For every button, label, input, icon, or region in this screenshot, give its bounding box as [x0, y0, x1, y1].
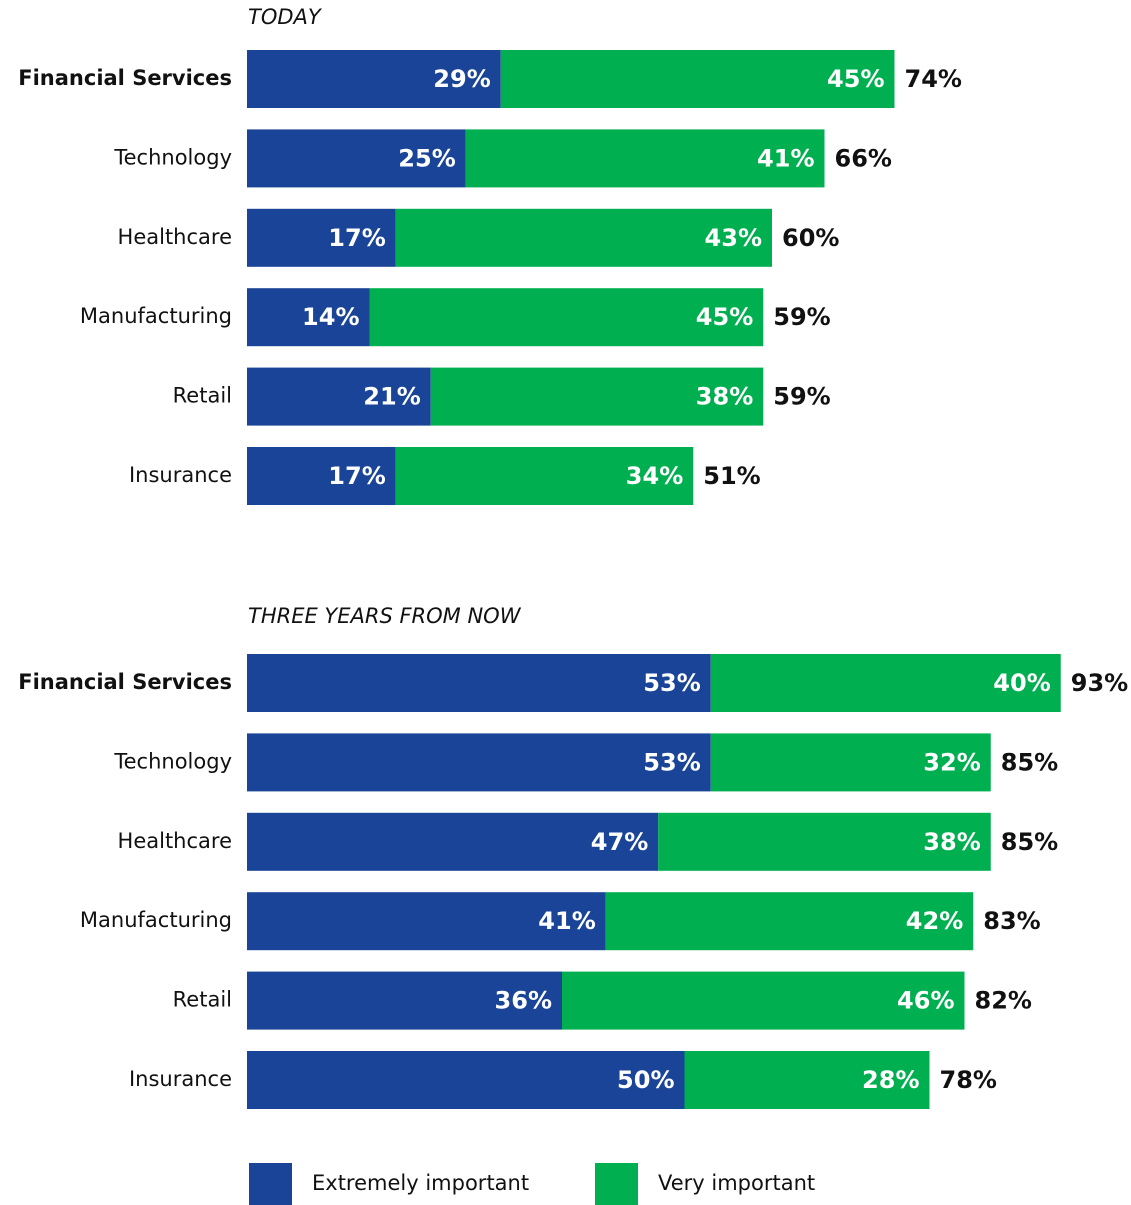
value-label: 17%: [328, 462, 385, 490]
total-label: 82%: [975, 987, 1032, 1015]
bar-segment: [247, 654, 711, 712]
total-label: 85%: [1001, 828, 1058, 856]
value-label: 41%: [757, 144, 814, 172]
bar-segment: [247, 288, 370, 347]
total-label: 74%: [905, 65, 962, 93]
total-label: 60%: [782, 224, 839, 252]
bar-segment: [605, 892, 974, 951]
value-label: 42%: [906, 907, 963, 935]
total-label: 51%: [703, 462, 760, 490]
total-label: 85%: [1001, 748, 1058, 776]
legend-swatch: [249, 1163, 292, 1205]
category-label: Insurance: [129, 1067, 232, 1091]
category-label: Retail: [173, 384, 232, 408]
category-label: Financial Services: [18, 670, 232, 694]
value-label: 38%: [696, 383, 753, 411]
value-label: 53%: [643, 669, 700, 697]
legend-swatch: [595, 1163, 638, 1205]
bar-segment: [247, 208, 396, 267]
chart-title: TODAY: [248, 5, 323, 29]
bar-segment: [500, 50, 895, 108]
total-label: 83%: [983, 907, 1040, 935]
total-label: 93%: [1071, 669, 1128, 697]
value-label: 47%: [591, 828, 648, 856]
total-label: 66%: [835, 144, 892, 172]
category-label: Healthcare: [118, 225, 232, 249]
value-label: 46%: [897, 987, 954, 1015]
category-label: Retail: [173, 988, 232, 1012]
value-label: 32%: [923, 748, 980, 776]
value-label: 14%: [302, 303, 359, 331]
value-label: 50%: [617, 1066, 674, 1094]
bar-segment: [430, 367, 764, 426]
legend-label: Extremely important: [312, 1171, 529, 1195]
category-label: Healthcare: [118, 829, 232, 853]
total-label: 59%: [773, 383, 830, 411]
chart-title: THREE YEARS FROM NOW: [248, 604, 522, 628]
value-label: 28%: [862, 1066, 919, 1094]
bar-segment: [395, 447, 694, 505]
total-label: 78%: [940, 1066, 997, 1094]
value-label: 38%: [923, 828, 980, 856]
bar-segment: [247, 129, 466, 188]
bar-segment: [247, 50, 501, 108]
bar-segment: [247, 812, 659, 871]
total-label: 59%: [773, 303, 830, 331]
bar-segment: [710, 733, 991, 792]
bar-segment: [710, 654, 1061, 712]
bar-segment: [247, 367, 431, 426]
bar-segment: [369, 288, 764, 347]
value-label: 29%: [433, 65, 490, 93]
category-label: Financial Services: [18, 66, 232, 90]
bar-segment: [395, 208, 772, 267]
value-label: 43%: [705, 224, 762, 252]
value-label: 17%: [328, 224, 385, 252]
category-label: Manufacturing: [80, 908, 232, 932]
bar-segment: [247, 447, 396, 505]
category-label: Technology: [113, 749, 232, 773]
value-label: 21%: [363, 383, 420, 411]
value-label: 25%: [398, 144, 455, 172]
legend-label: Very important: [658, 1171, 815, 1195]
category-label: Insurance: [129, 463, 232, 487]
bar-segment: [247, 1051, 685, 1109]
bar-segment: [465, 129, 825, 188]
value-label: 40%: [993, 669, 1050, 697]
category-label: Manufacturing: [80, 304, 232, 328]
bar-segment: [658, 812, 991, 871]
bar-segment: [247, 733, 711, 792]
value-label: 41%: [538, 907, 595, 935]
bar-segment: [562, 971, 965, 1030]
category-label: Technology: [113, 145, 232, 169]
value-label: 36%: [495, 987, 552, 1015]
value-label: 53%: [643, 748, 700, 776]
bar-segment: [247, 971, 562, 1030]
value-label: 34%: [626, 462, 683, 490]
value-label: 45%: [696, 303, 753, 331]
bar-segment: [247, 892, 606, 951]
bar-segment: [684, 1051, 930, 1109]
value-label: 45%: [827, 65, 884, 93]
